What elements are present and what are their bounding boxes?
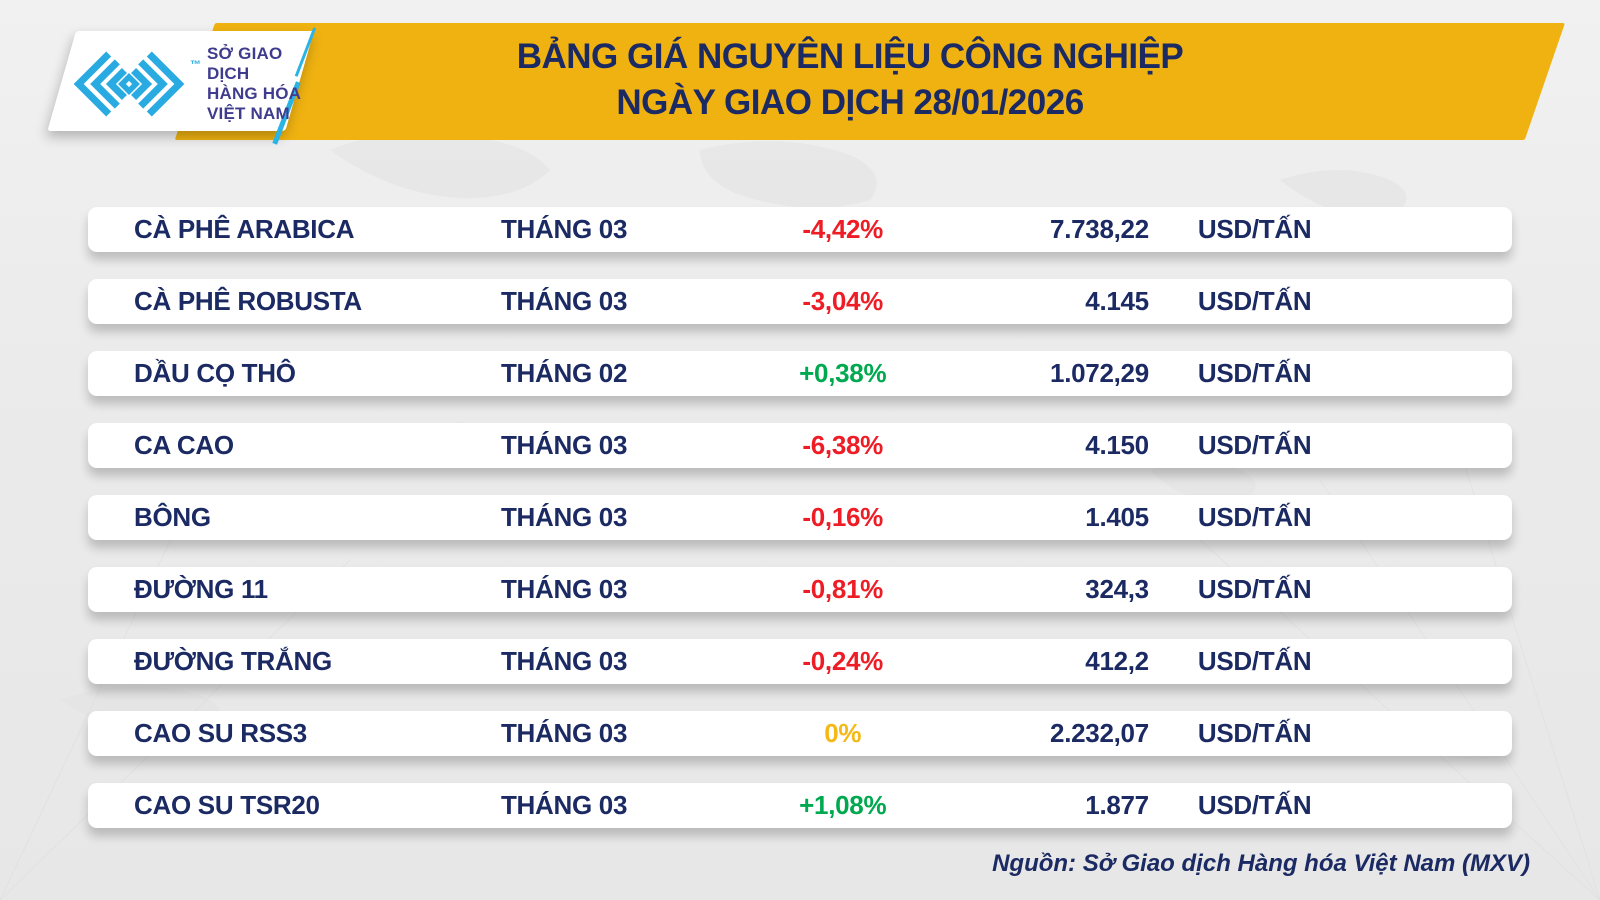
price-unit: USD/TẤN bbox=[1197, 286, 1312, 316]
change-percent: -0,16% bbox=[802, 502, 883, 532]
price-unit: USD/TẤN bbox=[1197, 718, 1312, 748]
contract-month: THÁNG 03 bbox=[500, 286, 628, 316]
price-value: 4.145 bbox=[1085, 286, 1149, 316]
price-unit: USD/TẤN bbox=[1197, 574, 1312, 604]
price-unit: USD/TẤN bbox=[1197, 502, 1312, 532]
table-row: ĐƯỜNG 11 THÁNG 03 -0,81% 324,3 USD/TẤN bbox=[88, 567, 1512, 612]
change-percent: +1,08% bbox=[799, 790, 887, 820]
table-row: DẦU CỌ THÔ THÁNG 02 +0,38% 1.072,29 USD/… bbox=[88, 351, 1512, 396]
price-value: 1.405 bbox=[1085, 502, 1149, 532]
price-unit: USD/TẤN bbox=[1197, 358, 1312, 388]
source-credit: Nguồn: Sở Giao dịch Hàng hóa Việt Nam (M… bbox=[992, 850, 1530, 877]
logo-wordmark-line3: VIỆT NAM bbox=[207, 104, 290, 123]
price-value: 1.877 bbox=[1085, 790, 1149, 820]
table-row: CAO SU TSR20 THÁNG 03 +1,08% 1.877 USD/T… bbox=[88, 783, 1512, 828]
contract-month: THÁNG 03 bbox=[500, 646, 628, 676]
commodity-name: CÀ PHÊ ROBUSTA bbox=[134, 286, 362, 316]
price-unit: USD/TẤN bbox=[1197, 790, 1312, 820]
contract-month: THÁNG 03 bbox=[500, 790, 628, 820]
contract-month: THÁNG 03 bbox=[500, 718, 628, 748]
logo-wordmark: SỞ GIAO DỊCH HÀNG HÓA VIỆT NAM bbox=[207, 44, 320, 124]
contract-month: THÁNG 03 bbox=[500, 574, 628, 604]
change-percent: -3,04% bbox=[802, 286, 883, 316]
change-percent: 0% bbox=[824, 718, 862, 748]
commodity-name: BÔNG bbox=[134, 502, 211, 532]
mxv-chevron-icon bbox=[73, 51, 185, 117]
commodity-name: ĐƯỜNG TRẮNG bbox=[134, 646, 332, 676]
commodity-name: CA CAO bbox=[134, 430, 234, 460]
commodity-name: CAO SU RSS3 bbox=[134, 718, 307, 748]
price-value: 7.738,22 bbox=[1050, 214, 1149, 244]
trademark-symbol: ™ bbox=[190, 59, 201, 71]
table-row: ĐƯỜNG TRẮNG THÁNG 03 -0,24% 412,2 USD/TẤ… bbox=[88, 639, 1512, 684]
change-percent: -4,42% bbox=[802, 214, 883, 244]
table-row: CÀ PHÊ ROBUSTA THÁNG 03 -3,04% 4.145 USD… bbox=[88, 279, 1512, 324]
price-unit: USD/TẤN bbox=[1197, 214, 1312, 244]
contract-month: THÁNG 03 bbox=[500, 502, 628, 532]
change-percent: -0,24% bbox=[802, 646, 883, 676]
change-percent: -0,81% bbox=[802, 574, 883, 604]
price-unit: USD/TẤN bbox=[1197, 430, 1312, 460]
table-row: BÔNG THÁNG 03 -0,16% 1.405 USD/TẤN bbox=[88, 495, 1512, 540]
price-value: 2.232,07 bbox=[1050, 718, 1149, 748]
change-percent: +0,38% bbox=[799, 358, 887, 388]
commodity-name: ĐƯỜNG 11 bbox=[134, 574, 268, 604]
page-title: BẢNG GIÁ NGUYÊN LIỆU CÔNG NGHIỆP NGÀY GI… bbox=[330, 34, 1370, 126]
price-value: 324,3 bbox=[1085, 574, 1149, 604]
commodity-name: DẦU CỌ THÔ bbox=[134, 358, 296, 388]
logo-wordmark-line1: SỞ GIAO DỊCH bbox=[207, 44, 283, 83]
page-title-line1: BẢNG GIÁ NGUYÊN LIỆU CÔNG NGHIỆP bbox=[516, 37, 1184, 76]
mxv-logo: ™ SỞ GIAO DỊCH HÀNG HÓA VIỆT NAM bbox=[70, 44, 320, 124]
commodity-name: CÀ PHÊ ARABICA bbox=[134, 214, 355, 244]
price-value: 412,2 bbox=[1085, 646, 1149, 676]
price-table: CÀ PHÊ ARABICA THÁNG 03 -4,42% 7.738,22 … bbox=[88, 207, 1512, 855]
contract-month: THÁNG 03 bbox=[500, 214, 628, 244]
price-unit: USD/TẤN bbox=[1197, 646, 1312, 676]
table-row: CA CAO THÁNG 03 -6,38% 4.150 USD/TẤN bbox=[88, 423, 1512, 468]
price-value: 4.150 bbox=[1085, 430, 1149, 460]
contract-month: THÁNG 02 bbox=[500, 358, 628, 388]
table-row: CÀ PHÊ ARABICA THÁNG 03 -4,42% 7.738,22 … bbox=[88, 207, 1512, 252]
page-title-line2: NGÀY GIAO DỊCH 28/01/2026 bbox=[616, 83, 1084, 122]
change-percent: -6,38% bbox=[802, 430, 883, 460]
table-row: CAO SU RSS3 THÁNG 03 0% 2.232,07 USD/TẤN bbox=[88, 711, 1512, 756]
commodity-name: CAO SU TSR20 bbox=[134, 790, 320, 820]
price-value: 1.072,29 bbox=[1050, 358, 1149, 388]
logo-wordmark-line2: HÀNG HÓA bbox=[207, 84, 302, 103]
contract-month: THÁNG 03 bbox=[500, 430, 628, 460]
